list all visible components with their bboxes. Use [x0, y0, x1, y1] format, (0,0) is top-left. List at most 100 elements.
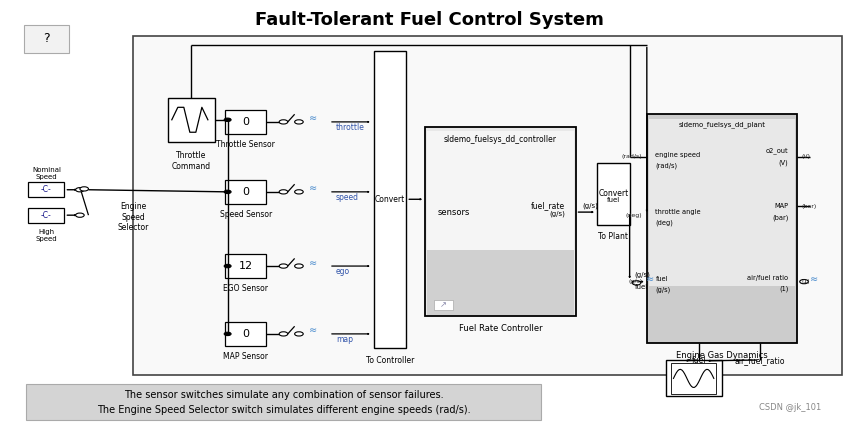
- Text: speed: speed: [336, 192, 359, 202]
- Bar: [225, 254, 266, 278]
- Circle shape: [279, 190, 288, 194]
- Text: Fault-Tolerant Fuel Control System: Fault-Tolerant Fuel Control System: [255, 11, 604, 28]
- Text: -C-: -C-: [41, 211, 52, 220]
- Bar: [647, 114, 797, 343]
- Circle shape: [295, 120, 303, 124]
- Text: 0: 0: [242, 117, 249, 127]
- Text: 0: 0: [242, 329, 249, 339]
- Circle shape: [76, 213, 84, 218]
- Text: Engine Gas Dynamics: Engine Gas Dynamics: [676, 351, 768, 360]
- Text: MAP Sensor: MAP Sensor: [223, 352, 268, 361]
- Bar: [225, 110, 266, 134]
- Text: (g/s): (g/s): [655, 286, 671, 293]
- Bar: [28, 208, 64, 223]
- Text: Speed Sensor: Speed Sensor: [220, 210, 271, 219]
- Text: Convert: Convert: [375, 195, 405, 204]
- Bar: [225, 180, 266, 204]
- Text: fuel: fuel: [692, 356, 707, 365]
- Text: throttle angle: throttle angle: [655, 209, 701, 215]
- Circle shape: [800, 279, 808, 284]
- Bar: [24, 25, 69, 53]
- Text: sldemo_fuelsys_dd_plant: sldemo_fuelsys_dd_plant: [679, 121, 765, 128]
- Text: fuel: fuel: [655, 276, 668, 282]
- Bar: [425, 127, 576, 316]
- Circle shape: [224, 118, 231, 121]
- Text: (g/s): (g/s): [635, 272, 650, 278]
- Text: 12: 12: [239, 261, 253, 271]
- Circle shape: [224, 332, 231, 336]
- Bar: [666, 360, 722, 396]
- Text: throttle: throttle: [336, 123, 365, 132]
- Text: To Plant: To Plant: [599, 232, 628, 241]
- Circle shape: [224, 265, 231, 268]
- Text: CSDN @jk_101: CSDN @jk_101: [759, 403, 821, 413]
- Text: engine speed: engine speed: [655, 151, 701, 158]
- Bar: [597, 163, 630, 225]
- Text: Fuel Rate Controller: Fuel Rate Controller: [459, 324, 542, 332]
- Circle shape: [279, 264, 288, 268]
- Bar: [427, 250, 574, 315]
- Text: ego: ego: [336, 267, 350, 276]
- Text: (V): (V): [801, 154, 810, 159]
- Text: -C-: -C-: [41, 185, 52, 194]
- Text: (1): (1): [801, 279, 810, 284]
- Text: Throttle Sensor: Throttle Sensor: [216, 140, 275, 149]
- Circle shape: [295, 332, 303, 336]
- Text: Convert: Convert: [598, 190, 629, 198]
- Circle shape: [295, 264, 303, 268]
- Text: (deg): (deg): [626, 213, 643, 218]
- Circle shape: [80, 187, 88, 191]
- Text: Throttle
Command: Throttle Command: [172, 151, 210, 171]
- Text: (V): (V): [779, 159, 789, 166]
- Text: ↗: ↗: [440, 300, 447, 310]
- Circle shape: [279, 332, 288, 336]
- Text: Nominal
Speed: Nominal Speed: [32, 167, 61, 180]
- Text: map: map: [336, 335, 353, 344]
- Bar: [671, 363, 716, 394]
- Bar: [374, 51, 406, 348]
- Bar: [28, 182, 64, 197]
- Circle shape: [279, 120, 288, 124]
- Text: ≈: ≈: [308, 326, 317, 335]
- Text: fuel_rate: fuel_rate: [531, 201, 565, 210]
- Text: The Engine Speed Selector switch simulates different engine speeds (rad/s).: The Engine Speed Selector switch simulat…: [97, 404, 470, 415]
- Text: MAP: MAP: [775, 203, 789, 209]
- Text: High
Speed: High Speed: [35, 229, 58, 242]
- Text: fuel: fuel: [606, 197, 620, 203]
- Text: fuel: fuel: [635, 284, 648, 290]
- Text: (bar): (bar): [772, 214, 789, 221]
- Bar: [225, 322, 266, 346]
- Text: ≈: ≈: [308, 114, 317, 123]
- Text: ≈: ≈: [308, 184, 317, 193]
- Bar: [434, 300, 453, 310]
- Text: 0: 0: [242, 187, 249, 197]
- Text: EGO Sensor: EGO Sensor: [223, 284, 268, 293]
- Text: (g/s): (g/s): [550, 211, 565, 218]
- Bar: [133, 36, 842, 375]
- Text: (deg): (deg): [655, 220, 673, 226]
- Text: ≈: ≈: [646, 274, 655, 285]
- Circle shape: [632, 281, 641, 285]
- Text: (rad/s): (rad/s): [655, 163, 678, 169]
- Text: (g/s): (g/s): [629, 279, 643, 284]
- Text: sensors: sensors: [438, 208, 471, 217]
- Text: ?: ?: [43, 32, 50, 45]
- Text: (1): (1): [779, 285, 789, 292]
- Bar: [26, 384, 541, 420]
- Bar: [649, 119, 795, 286]
- Text: ≈: ≈: [810, 274, 819, 284]
- Text: sldemo_fuelsys_dd_controller: sldemo_fuelsys_dd_controller: [444, 135, 557, 144]
- Text: To Controller: To Controller: [366, 356, 414, 365]
- Text: Engine
Speed
Selector: Engine Speed Selector: [118, 202, 149, 232]
- Text: air/fuel ratio: air/fuel ratio: [747, 275, 789, 281]
- Circle shape: [295, 190, 303, 194]
- Text: (g/s): (g/s): [582, 202, 598, 209]
- Circle shape: [224, 190, 231, 193]
- Bar: [168, 98, 215, 142]
- Text: o2_out: o2_out: [766, 148, 789, 154]
- Text: (rad/s): (rad/s): [622, 154, 643, 159]
- Text: (bar): (bar): [801, 204, 817, 209]
- Text: air_fuel_ratio: air_fuel_ratio: [734, 356, 785, 365]
- Text: ≈: ≈: [308, 258, 317, 268]
- Text: The sensor switches simulate any combination of sensor failures.: The sensor switches simulate any combina…: [124, 390, 443, 399]
